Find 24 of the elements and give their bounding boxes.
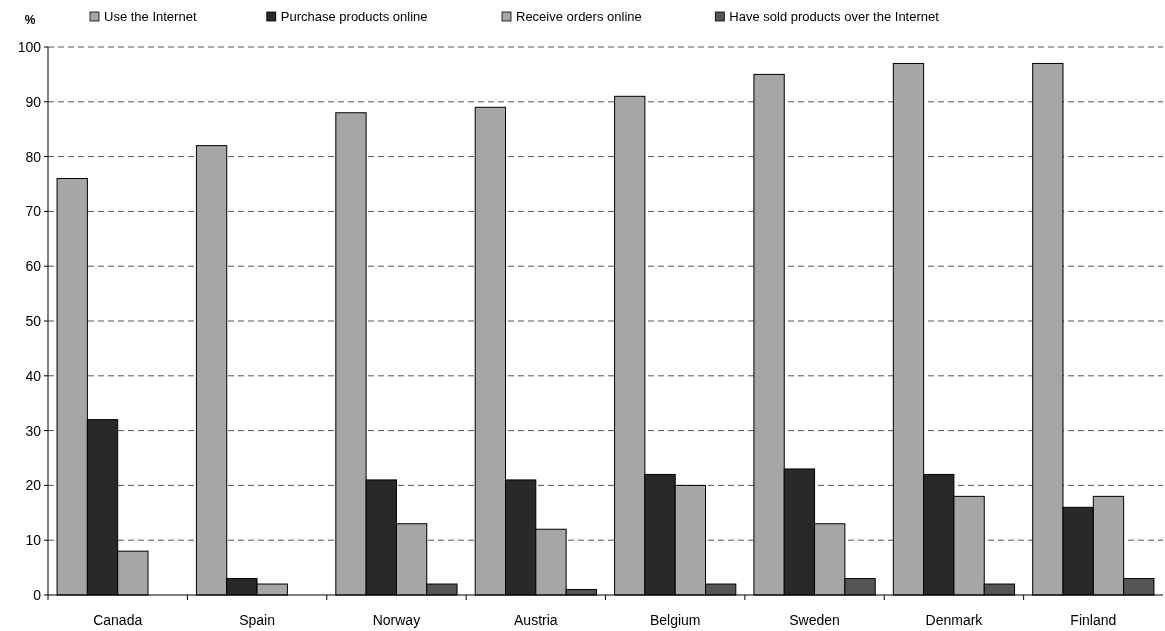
x-tick-label: Finland	[1070, 612, 1117, 628]
y-tick-label: 10	[25, 532, 42, 549]
y-tick-label: 80	[25, 148, 42, 165]
x-tick-label: Norway	[372, 612, 421, 628]
y-tick-label: 0	[33, 587, 42, 603]
legend-label: Have sold products over the Internet	[729, 9, 940, 24]
y-tick-label: 60	[25, 258, 42, 275]
x-tick-label: Canada	[93, 612, 143, 628]
y-tick-label: 40	[25, 367, 42, 384]
x-tick-label: Belgium	[649, 612, 701, 628]
legend-label: Use the Internet	[104, 9, 197, 24]
legend-label: Receive orders online	[516, 9, 642, 24]
y-tick-label: 50	[25, 313, 42, 329]
y-axis-title: %	[24, 13, 36, 27]
y-tick-label: 100	[17, 39, 42, 55]
x-tick-label: Denmark	[925, 612, 984, 628]
y-tick-label: 20	[25, 477, 42, 494]
legend-label: Purchase products online	[280, 9, 428, 24]
y-tick-label: 90	[25, 93, 42, 110]
x-tick-label: Austria	[514, 612, 558, 628]
x-tick-label: Spain	[239, 612, 275, 628]
x-tick-label: Sweden	[789, 612, 840, 628]
y-tick-label: 70	[25, 203, 42, 220]
y-tick-label: 30	[25, 422, 42, 439]
